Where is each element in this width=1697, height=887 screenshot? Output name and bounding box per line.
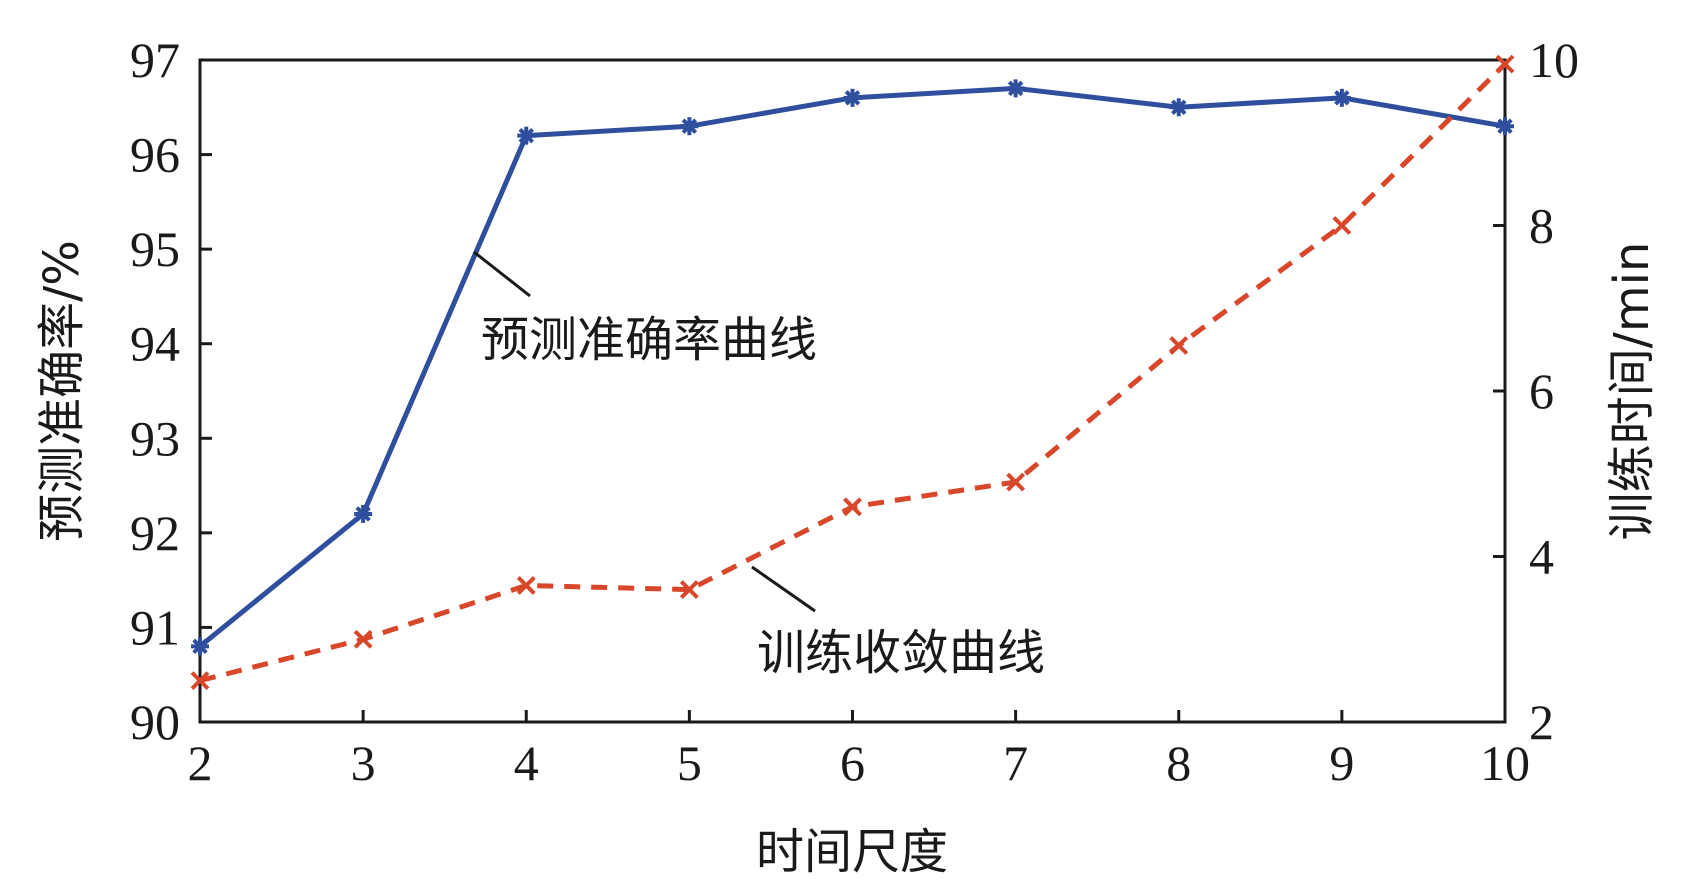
left-y-tick-label: 96 xyxy=(130,127,180,183)
data-point xyxy=(1006,472,1026,492)
data-point xyxy=(1006,79,1025,98)
data-point xyxy=(680,117,699,136)
plot-frame xyxy=(198,58,1507,724)
x-tick-label: 8 xyxy=(1166,735,1191,791)
left-y-tick-label: 97 xyxy=(130,32,180,88)
x-tick-label: 2 xyxy=(188,735,213,791)
x-tick-label: 4 xyxy=(514,735,539,791)
data-point xyxy=(1332,216,1352,235)
x-tick-label: 5 xyxy=(677,735,702,791)
right-y-axis-title: 训练时间/min xyxy=(1604,242,1660,541)
data-point xyxy=(190,671,210,691)
data-point xyxy=(679,580,699,600)
left-y-tick-label: 91 xyxy=(130,599,180,655)
data-point xyxy=(1169,336,1189,355)
data-point xyxy=(843,497,862,517)
series-line xyxy=(198,85,1506,649)
series-1 xyxy=(191,79,1514,656)
data-point xyxy=(843,88,862,107)
left-y-tick-label: 93 xyxy=(130,410,180,466)
right-y-tick-label: 2 xyxy=(1529,694,1554,750)
left-y-tick-label: 92 xyxy=(130,505,180,561)
right-y-tick-label: 6 xyxy=(1529,363,1554,419)
data-point xyxy=(516,576,536,595)
x-axis-title: 时间尺度 xyxy=(756,824,948,880)
right-y-axis-ticks: 2 4 6 8 10 xyxy=(1493,32,1579,750)
series-2 xyxy=(190,54,1515,691)
data-point xyxy=(1332,88,1351,107)
left-y-tick-label: 90 xyxy=(130,694,180,750)
data-point xyxy=(353,629,373,649)
x-axis-ticks: 2 3 4 5 6 7 8 9 10 xyxy=(188,710,1530,791)
data-point xyxy=(191,637,209,656)
series-annotation-label: 训练收敛曲线 xyxy=(757,625,1045,681)
series-annotation-label: 预测准确率曲线 xyxy=(481,312,817,368)
series-line xyxy=(199,62,1507,684)
x-tick-label: 7 xyxy=(1003,735,1028,791)
series-layer xyxy=(190,54,1515,691)
data-point xyxy=(517,126,536,145)
data-point xyxy=(354,504,373,523)
right-y-tick-label: 4 xyxy=(1529,529,1554,585)
left-y-axis-ticks: 90 91 92 93 94 95 96 97 xyxy=(130,32,212,750)
annotation-leader-line xyxy=(751,565,816,613)
right-y-tick-label: 10 xyxy=(1529,32,1579,88)
data-point xyxy=(1496,117,1514,136)
left-y-axis-title: 预测准确率/% xyxy=(34,240,90,542)
annotation-leader-line xyxy=(473,250,531,298)
x-tick-label: 6 xyxy=(840,735,865,791)
left-y-tick-label: 95 xyxy=(130,221,180,277)
x-tick-label: 9 xyxy=(1329,735,1354,791)
x-tick-label: 10 xyxy=(1480,735,1530,791)
left-y-tick-label: 94 xyxy=(130,316,180,372)
data-point xyxy=(1495,54,1515,74)
right-y-tick-label: 8 xyxy=(1529,198,1554,254)
x-tick-label: 3 xyxy=(351,735,376,791)
data-point xyxy=(1169,98,1188,117)
